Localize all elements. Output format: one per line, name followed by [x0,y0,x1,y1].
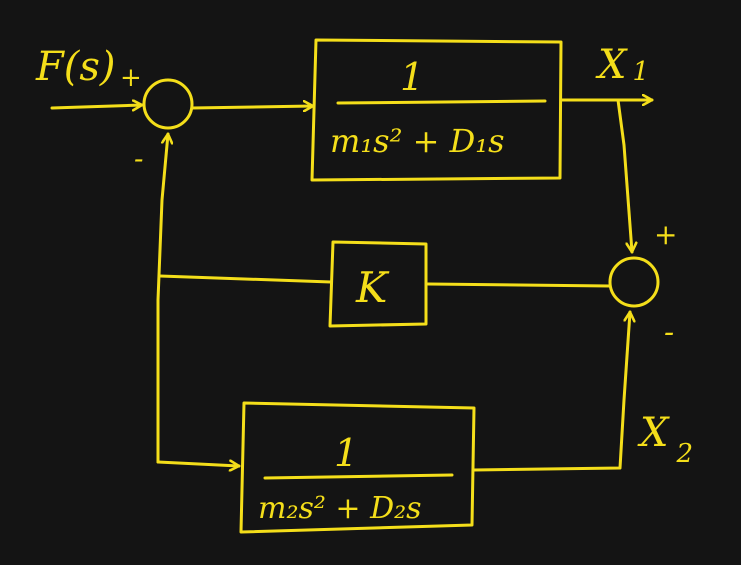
bus-to-g2-arrow [156,462,241,466]
g1-fraction-bar [336,99,547,105]
g2-denominator: m₂s² + D₂s [258,491,422,526]
g2-numerator: 1 [334,431,358,475]
sum2-to-k-line [426,282,612,288]
sum1-minus-sign: - [134,142,143,175]
sum-junction-1 [142,78,194,130]
block-g2 [239,401,476,534]
sum-junction-2 [608,256,660,308]
k-label: K [355,263,390,312]
sum1-to-g1-arrow [190,106,315,108]
feedback-to-sum1-arrow [156,132,168,464]
sum2-plus-sign: + [654,218,677,251]
x1-to-sum2-arrow [616,98,632,254]
block-g1 [310,38,563,182]
k-to-bus-line [158,274,333,284]
sum2-minus-sign: - [664,315,674,350]
g2-fraction-bar [263,473,454,480]
g1-numerator: 1 [400,55,424,99]
sum1-plus-sign: + [120,63,142,93]
block-k [328,240,428,328]
g2-to-sum2-arrow [472,310,630,472]
input-arrow [50,105,144,108]
input-label: F(s) [35,44,116,90]
g1-denominator: m₁s² + D₁s [330,122,504,160]
